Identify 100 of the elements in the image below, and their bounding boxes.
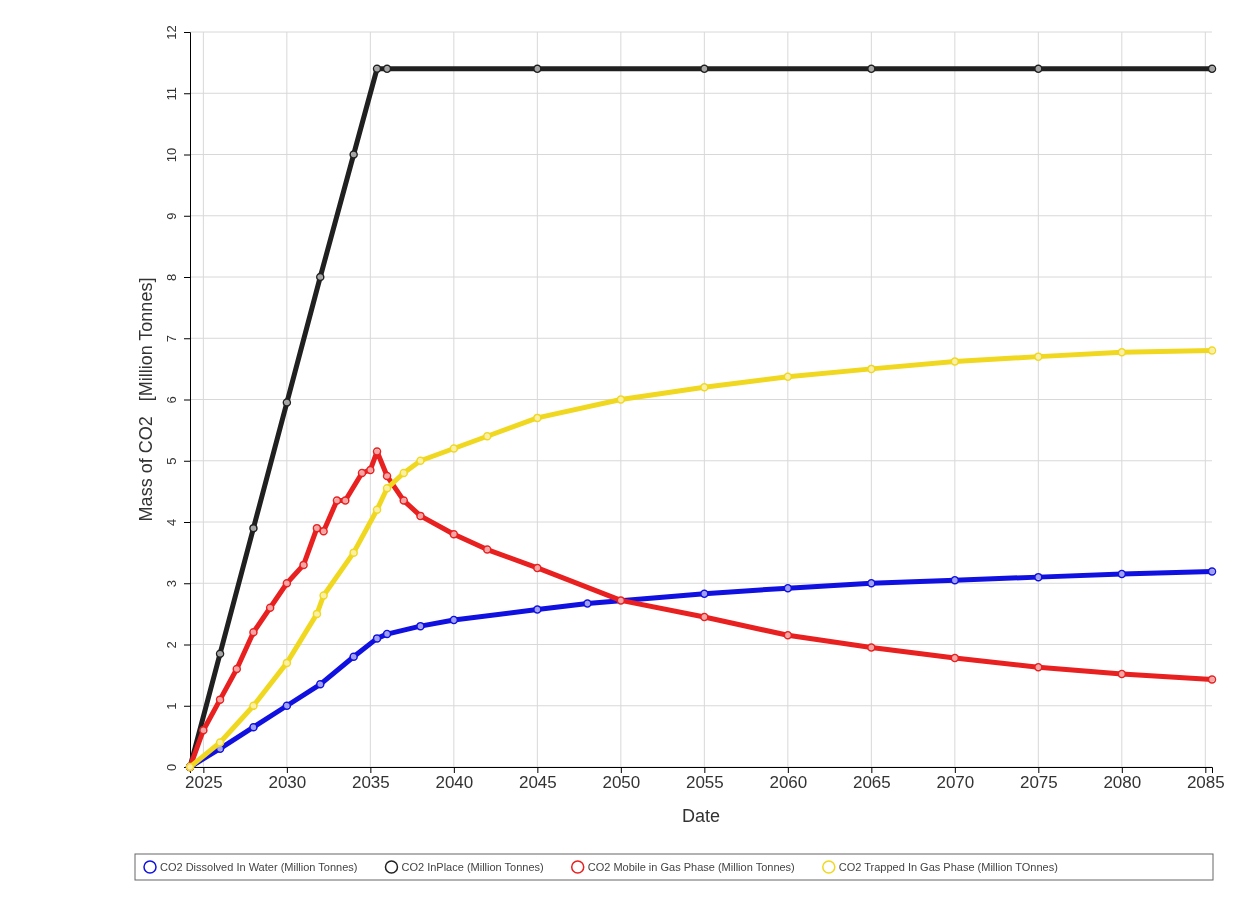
point bbox=[265, 603, 275, 612]
point bbox=[867, 364, 876, 374]
point bbox=[1034, 352, 1043, 361]
point bbox=[282, 579, 292, 588]
point bbox=[319, 526, 328, 536]
y-tick-label: 8 bbox=[164, 273, 179, 282]
point bbox=[382, 629, 392, 639]
x-tick-label: 2050 bbox=[602, 773, 641, 793]
point bbox=[372, 634, 382, 643]
point bbox=[319, 591, 328, 600]
point bbox=[372, 447, 382, 456]
point bbox=[867, 643, 876, 652]
point bbox=[1207, 567, 1217, 576]
point bbox=[282, 658, 292, 668]
point bbox=[282, 398, 292, 407]
point bbox=[357, 468, 367, 478]
point bbox=[399, 496, 408, 505]
point bbox=[316, 680, 325, 689]
y-tick-label: 12 bbox=[164, 25, 179, 40]
point bbox=[950, 653, 960, 663]
x-tick-label: 2025 bbox=[184, 773, 223, 793]
point bbox=[215, 695, 225, 704]
point bbox=[416, 456, 425, 465]
point bbox=[341, 496, 350, 505]
point bbox=[316, 272, 325, 282]
legend-label: CO2 Dissolved In Water (Million Tonnes) bbox=[160, 861, 358, 873]
point bbox=[299, 560, 308, 570]
x-tick-label: 2030 bbox=[268, 773, 307, 793]
point bbox=[449, 444, 459, 453]
point bbox=[249, 722, 258, 732]
x-tick-label: 2065 bbox=[852, 773, 891, 793]
y-tick-label: 7 bbox=[164, 335, 179, 343]
x-tick-label: 2035 bbox=[351, 773, 390, 793]
point bbox=[282, 701, 292, 710]
point bbox=[199, 726, 208, 735]
point bbox=[416, 511, 425, 521]
x-tick-label: 2085 bbox=[1186, 773, 1225, 793]
point bbox=[249, 701, 258, 710]
point bbox=[449, 530, 459, 539]
point bbox=[1117, 348, 1127, 357]
x-tick-label: 2075 bbox=[1019, 773, 1058, 793]
x-tick-label: 2045 bbox=[518, 773, 557, 793]
point bbox=[950, 357, 960, 366]
point bbox=[950, 575, 960, 585]
y-tick-label: 1 bbox=[164, 702, 179, 710]
x-axis-title: Date bbox=[681, 806, 721, 826]
legend-label: CO2 Mobile in Gas Phase (Million Tonnes) bbox=[587, 861, 795, 873]
point bbox=[449, 615, 459, 625]
point bbox=[215, 649, 225, 658]
y-tick-label: 6 bbox=[164, 396, 179, 404]
point bbox=[700, 383, 709, 392]
y-tick-label: 4 bbox=[164, 518, 179, 527]
point bbox=[312, 609, 322, 619]
x-tick-label: 2080 bbox=[1103, 773, 1142, 793]
point bbox=[332, 496, 342, 505]
point bbox=[867, 579, 876, 588]
point bbox=[583, 599, 592, 608]
y-tick-label: 5 bbox=[164, 457, 179, 465]
legend-label: CO2 Trapped In Gas Phase (Million TOnnes) bbox=[838, 861, 1058, 873]
point bbox=[1034, 572, 1043, 582]
point bbox=[1117, 669, 1127, 679]
point bbox=[616, 596, 626, 605]
x-tick-label: 2070 bbox=[936, 773, 975, 793]
x-tick-label: 2055 bbox=[685, 773, 724, 793]
point bbox=[533, 413, 542, 423]
point bbox=[783, 583, 793, 593]
legend-label: CO2 InPlace (Million Tonnes) bbox=[401, 861, 544, 873]
point bbox=[366, 465, 375, 475]
point bbox=[215, 738, 225, 747]
point bbox=[382, 471, 392, 481]
point bbox=[372, 505, 382, 514]
point bbox=[249, 628, 258, 637]
point bbox=[382, 64, 392, 73]
point bbox=[416, 621, 425, 631]
point bbox=[533, 563, 542, 573]
y-tick-label: 2 bbox=[164, 641, 179, 649]
point bbox=[700, 612, 709, 622]
point bbox=[349, 548, 358, 557]
point bbox=[232, 664, 242, 674]
point bbox=[249, 523, 258, 533]
point bbox=[533, 64, 542, 73]
point bbox=[700, 64, 709, 73]
point bbox=[1207, 675, 1217, 684]
point bbox=[399, 468, 408, 478]
y-tick-label: 9 bbox=[164, 212, 179, 220]
y-tick-label: 10 bbox=[164, 147, 179, 163]
point bbox=[483, 432, 492, 441]
point bbox=[700, 589, 709, 598]
point bbox=[783, 372, 793, 382]
point bbox=[1034, 64, 1043, 73]
y-tick-label: 11 bbox=[164, 87, 179, 101]
point bbox=[349, 652, 358, 661]
x-tick-label: 2040 bbox=[435, 773, 474, 793]
point bbox=[533, 605, 542, 614]
x-tick-label: 2060 bbox=[769, 773, 808, 793]
point bbox=[783, 631, 793, 640]
point bbox=[349, 150, 358, 159]
y-tick-label: 0 bbox=[164, 763, 179, 772]
point bbox=[1117, 569, 1127, 579]
point bbox=[616, 395, 626, 404]
